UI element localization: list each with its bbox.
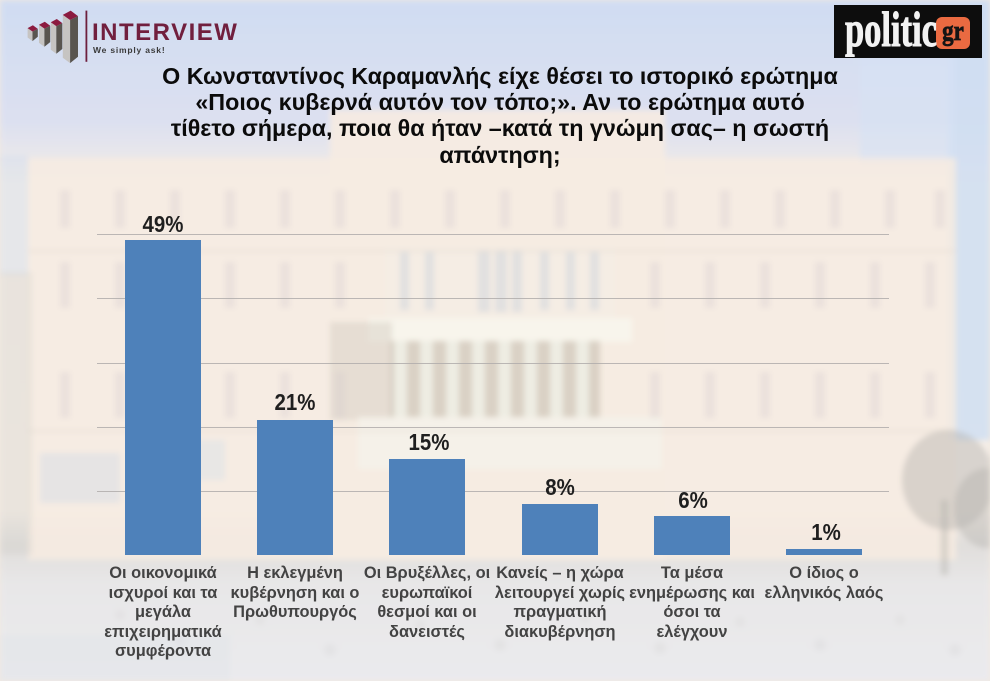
svg-text:INTERVIEW: INTERVIEW [92, 19, 238, 46]
svg-text:We simply ask!: We simply ask! [93, 45, 165, 55]
